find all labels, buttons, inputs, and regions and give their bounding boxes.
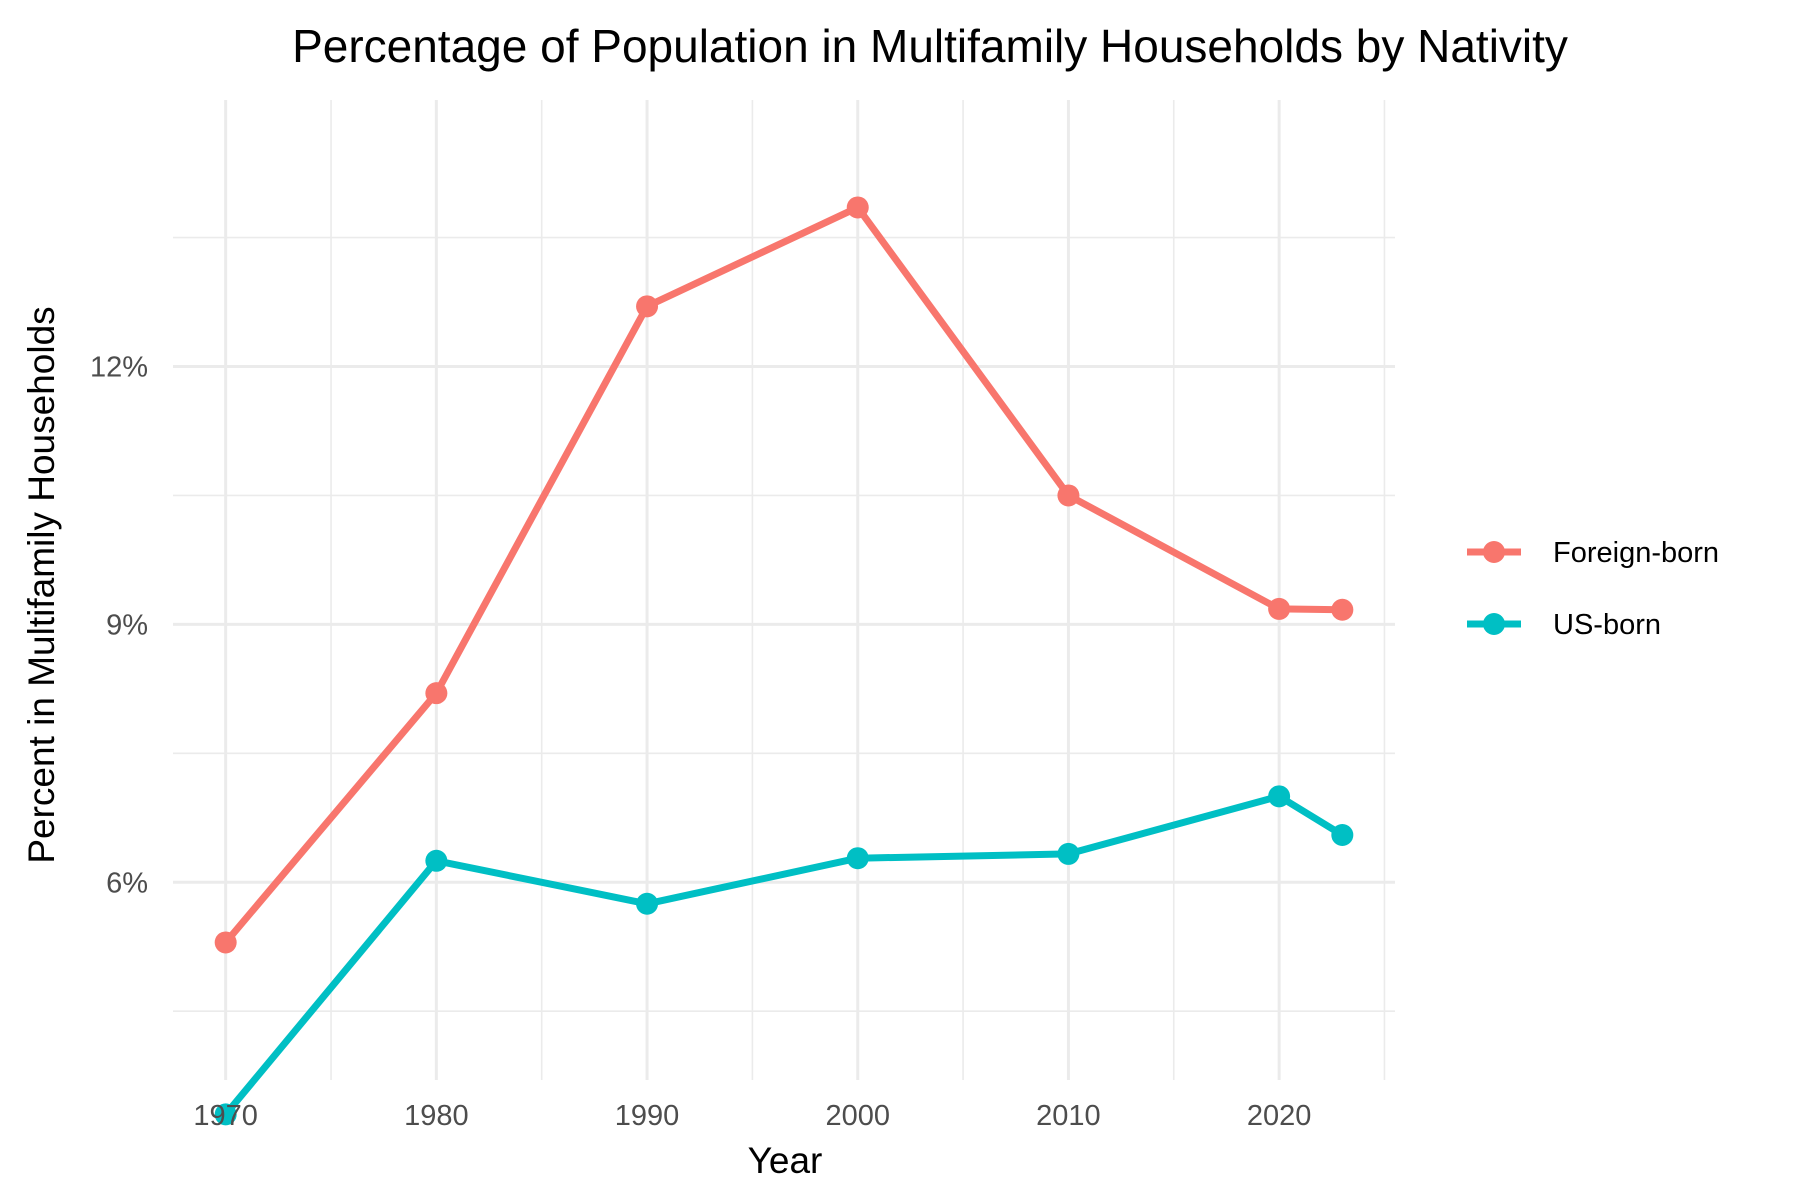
x-tick-label: 1970 bbox=[193, 1100, 258, 1132]
series-foreign-born bbox=[214, 196, 1354, 954]
y-axis-title: Percent in Multifamily Households bbox=[21, 306, 62, 863]
x-tick-label: 2020 bbox=[1247, 1100, 1312, 1132]
legend-key-point bbox=[1483, 613, 1505, 635]
data-point-foreign-born bbox=[1057, 484, 1080, 507]
legend-item-us-born: US-born bbox=[1467, 609, 1661, 641]
data-point-foreign-born bbox=[425, 682, 448, 705]
legend-key-point bbox=[1483, 541, 1505, 563]
data-point-us-born bbox=[636, 892, 659, 915]
x-tick-label: 1990 bbox=[615, 1100, 680, 1132]
data-point-foreign-born bbox=[636, 295, 659, 318]
legend-item-foreign-born: Foreign-born bbox=[1467, 537, 1719, 569]
series-layer bbox=[214, 196, 1354, 1126]
data-point-foreign-born bbox=[214, 931, 237, 954]
x-axis-title: Year bbox=[748, 1140, 823, 1181]
legend-label: US-born bbox=[1553, 609, 1661, 641]
grid-layer bbox=[173, 100, 1395, 1080]
y-tick-label: 6% bbox=[106, 867, 148, 899]
x-tick-label: 2000 bbox=[825, 1100, 890, 1132]
series-us-born bbox=[214, 785, 1354, 1126]
y-tick-label: 9% bbox=[106, 609, 148, 641]
data-point-us-born bbox=[846, 847, 869, 870]
series-line-foreign-born bbox=[222, 203, 1343, 945]
data-point-us-born bbox=[425, 849, 448, 872]
x-tick-label: 2010 bbox=[1036, 1100, 1101, 1132]
axis-layer: 1970 1980 1990 2000 2010 2020 6% 9% 12% bbox=[90, 351, 1311, 1132]
data-point-us-born bbox=[1268, 785, 1291, 808]
legend-label: Foreign-born bbox=[1553, 537, 1719, 569]
data-point-us-born bbox=[1331, 824, 1354, 846]
data-point-us-born bbox=[1057, 842, 1080, 865]
y-tick-label: 12% bbox=[90, 351, 148, 383]
data-point-foreign-born bbox=[1268, 597, 1291, 620]
data-point-foreign-born bbox=[1331, 598, 1354, 621]
chart-title: Percentage of Population in Multifamily … bbox=[292, 20, 1568, 72]
data-point-us-born bbox=[214, 1103, 237, 1126]
x-tick-label: 1980 bbox=[404, 1100, 469, 1132]
legend: Foreign-born US-born bbox=[1467, 537, 1719, 641]
data-point-foreign-born bbox=[846, 196, 869, 219]
series-line-us-born bbox=[222, 792, 1345, 1117]
